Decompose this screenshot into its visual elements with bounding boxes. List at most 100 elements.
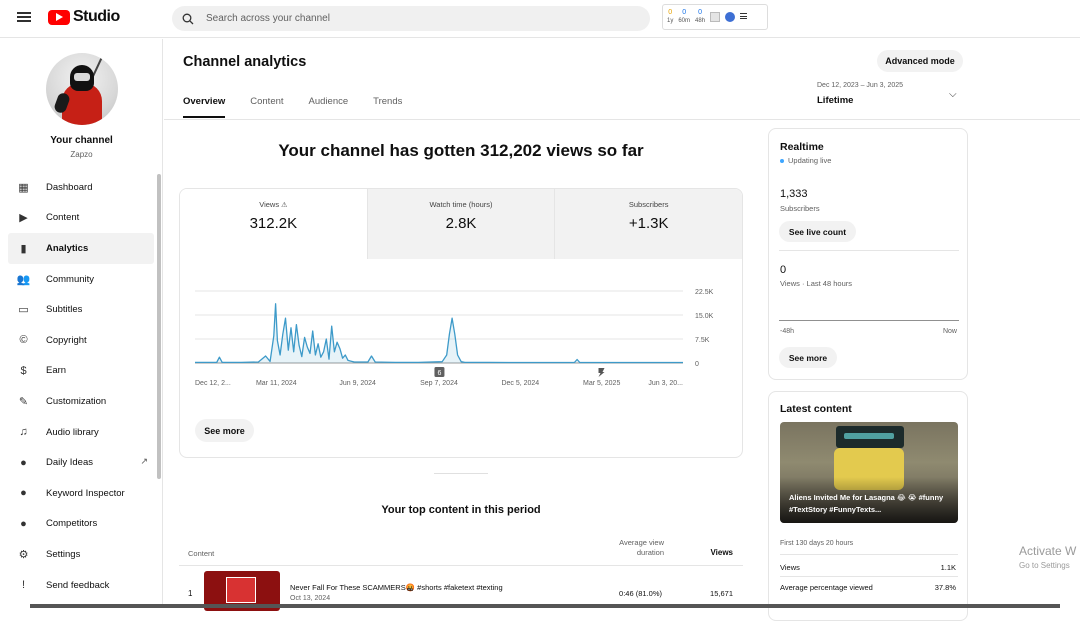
ext-stat-1y: 0 1y xyxy=(667,9,674,24)
sidebar-item-analytics[interactable]: ▮ Analytics xyxy=(8,233,154,264)
metric-value: 2.8K xyxy=(445,215,477,232)
advanced-mode-button[interactable]: Advanced mode xyxy=(877,50,963,72)
channel-avatar[interactable] xyxy=(46,53,118,125)
sidebar-item-label: Send feedback xyxy=(46,579,110,591)
realtime-title: Realtime xyxy=(780,141,824,153)
divider xyxy=(779,250,959,251)
sidebar-item-community[interactable]: 👥 Community xyxy=(8,264,154,295)
analytics-tabs: Overview Content Audience Trends xyxy=(183,96,427,118)
latest-video-title[interactable]: Aliens Invited Me for Lasagna 😂 😭 #funny… xyxy=(789,493,944,514)
sidebar-item-label: Competitors xyxy=(46,518,98,530)
realtime-views-label: Views · Last 48 hours xyxy=(780,279,852,288)
series-line xyxy=(195,303,683,364)
sidebar-item-label: Audio library xyxy=(46,426,99,438)
marker-label: 6 xyxy=(437,370,441,377)
sidebar-item-competitors[interactable]: ● Competitors xyxy=(8,509,154,540)
live-dot-icon xyxy=(780,158,784,163)
page-title: Channel analytics xyxy=(183,54,307,70)
latest-apv-label: Average percentage viewed xyxy=(780,583,873,592)
date-period-label[interactable]: Lifetime xyxy=(817,95,854,106)
ext-logo-icon[interactable] xyxy=(725,12,736,22)
sidebar-item-label: Content xyxy=(46,212,80,224)
youtube-logo-icon xyxy=(48,9,70,25)
menu-icon[interactable] xyxy=(17,12,31,22)
sidebar-item-label: Daily Ideas xyxy=(46,457,93,469)
video-avd: 0:46 (81.0%) xyxy=(619,589,662,598)
warning-icon: ⚠ xyxy=(281,202,288,209)
y-tick-label: 15.0K xyxy=(695,313,714,320)
sidebar-item-dashboard[interactable]: ▦ Dashboard xyxy=(8,172,154,203)
sidebar-item-label: Subtitles xyxy=(46,304,83,316)
competitors-icon: ● xyxy=(20,517,27,530)
earn-icon: $ xyxy=(20,364,27,377)
sidebar-item-label: Copyright xyxy=(46,334,87,346)
tab-content[interactable]: Content xyxy=(250,96,284,107)
copyright-icon: © xyxy=(19,334,28,347)
studio-logo[interactable]: Studio xyxy=(48,8,120,26)
sidebar-item-earn[interactable]: $ Earn xyxy=(8,356,154,387)
sidebar-item-copyright[interactable]: © Copyright xyxy=(8,325,154,356)
your-channel-label: Your channel xyxy=(50,135,113,146)
tab-audience[interactable]: Audience xyxy=(308,96,349,107)
logo-text: Studio xyxy=(73,8,120,25)
sidebar-item-label: Community xyxy=(46,273,95,285)
x-tick-label: Mar 11, 2024 xyxy=(256,380,297,387)
realtime-status: Updating live xyxy=(780,156,831,165)
daily-ideas-icon: ● xyxy=(20,456,27,469)
chevron-down-icon[interactable]: ⌵ xyxy=(949,89,957,100)
shorts-marker-icon[interactable] xyxy=(598,368,605,377)
realtime-bar-baseline xyxy=(779,320,959,321)
realtime-subs-label: Subscribers xyxy=(780,204,820,213)
sidebar-item-send-feedback[interactable]: ! Send feedback xyxy=(8,570,154,601)
extension-widget[interactable]: 0 1y 0 60m 0 48h xyxy=(662,4,768,30)
x-tick-label: Sep 7, 2024 xyxy=(420,380,458,387)
tab-overview[interactable]: Overview xyxy=(183,96,226,118)
metric-watch-time[interactable]: Watch time (hours) 2.8K xyxy=(367,189,556,259)
sidebar-item-label: Customization xyxy=(46,395,107,407)
latest-views-label: Views xyxy=(780,563,800,572)
realtime-see-more-button[interactable]: See more xyxy=(779,347,837,368)
ext-chart-icon[interactable] xyxy=(710,12,721,22)
search-icon xyxy=(182,13,194,24)
col-header-avd: Average view duration xyxy=(619,538,664,557)
latest-period: First 130 days 20 hours xyxy=(780,540,854,547)
tabs-divider xyxy=(164,119,1080,120)
metric-views[interactable]: Views ⚠ 312.2K xyxy=(180,189,368,259)
search-input[interactable] xyxy=(206,13,606,24)
sidebar-item-customization[interactable]: ✎ Customization xyxy=(8,386,154,417)
sidebar-item-subtitles[interactable]: ▭ Subtitles xyxy=(8,294,154,325)
latest-video-thumbnail[interactable]: Aliens Invited Me for Lasagna 😂 😭 #funny… xyxy=(780,422,958,523)
metric-subscribers[interactable]: Subscribers +1.3K xyxy=(555,189,742,259)
y-tick-label: 0 xyxy=(695,361,699,368)
divider xyxy=(780,576,958,577)
y-tick-label: 22.5K xyxy=(695,289,714,296)
date-range[interactable]: Dec 12, 2023 – Jun 3, 2025 xyxy=(817,82,904,89)
sidebar-item-settings[interactable]: ⚙ Settings xyxy=(8,539,154,570)
sidebar-item-keyword-inspector[interactable]: ● Keyword Inspector xyxy=(8,478,154,509)
latest-content-card: Latest content Aliens Invited Me for Las… xyxy=(768,391,968,621)
metric-value: 312.2K xyxy=(249,215,298,232)
see-live-count-button[interactable]: See live count xyxy=(779,221,856,242)
sidebar-item-daily-ideas[interactable]: ● Daily Ideas ↗ xyxy=(8,447,154,478)
col-header-content: Content xyxy=(188,549,215,558)
tab-trends[interactable]: Trends xyxy=(373,96,403,107)
sidebar-item-content[interactable]: ▶ Content xyxy=(8,203,154,234)
sidebar-item-audio-library[interactable]: ♫ Audio library xyxy=(8,417,154,448)
ext-menu-icon[interactable] xyxy=(740,13,748,21)
sidebar-scrollbar[interactable] xyxy=(157,174,161,479)
search-bar[interactable] xyxy=(172,6,650,31)
col-header-views[interactable]: Views xyxy=(710,548,733,557)
x-tick-label: Mar 5, 2025 xyxy=(583,380,620,387)
views-line-chart[interactable]: 22.5K 15.0K 7.5K 0 Dec 12, 2... Mar 11, 2024 J… xyxy=(180,281,742,401)
realtime-axis-left: -48h xyxy=(780,328,795,335)
see-more-button[interactable]: See more xyxy=(195,419,254,442)
metric-label: Views xyxy=(259,200,280,209)
y-tick-label: 7.5K xyxy=(695,337,710,344)
horizontal-scrollbar[interactable] xyxy=(30,604,1060,608)
table-divider xyxy=(179,565,743,566)
x-tick-label: Jun 3, 20... xyxy=(648,380,683,387)
video-marker-icon[interactable]: 6 xyxy=(434,367,445,377)
audio-library-icon: ♫ xyxy=(19,426,28,439)
video-title[interactable]: Never Fall For These SCAMMERS🤬 #shorts #… xyxy=(290,583,503,592)
